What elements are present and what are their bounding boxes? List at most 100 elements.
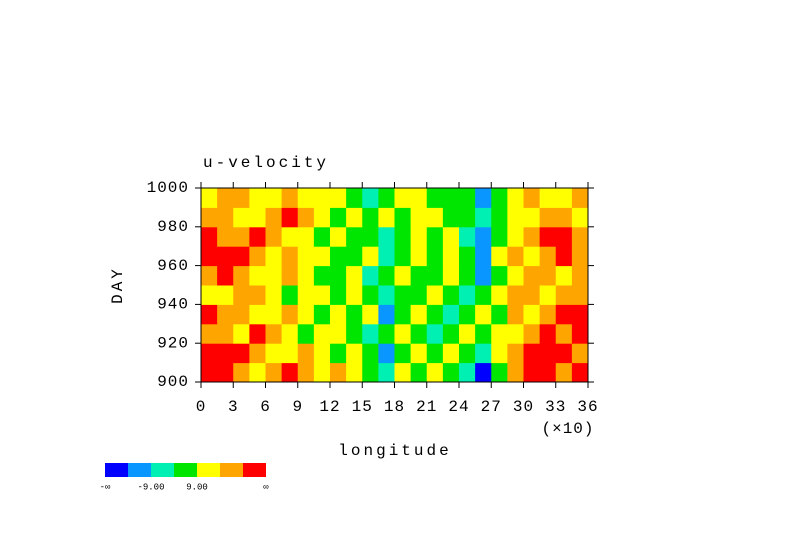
heatmap-cell (217, 285, 234, 305)
heatmap-cell (442, 226, 460, 247)
heatmap-cell (217, 362, 234, 383)
heatmap-cell (555, 285, 573, 305)
heatmap-cell (249, 246, 266, 267)
heatmap-cell (362, 343, 379, 364)
colorbar-label: -∞ (100, 482, 111, 492)
colorbar-label: -9.00 (137, 482, 164, 492)
y-axis-label: DAY (109, 266, 127, 304)
heatmap-cell (523, 304, 541, 325)
heatmap-cell (233, 343, 250, 364)
heatmap-cell (346, 362, 363, 383)
heatmap-cell (233, 207, 250, 228)
heatmap-cell (217, 188, 234, 208)
heatmap-cell (330, 226, 347, 247)
heatmap-cell (378, 226, 395, 247)
heatmap-cell (346, 207, 363, 228)
heatmap-cell (491, 285, 508, 305)
heatmap-cell (442, 207, 460, 228)
heatmap-cell (410, 188, 428, 208)
heatmap-cell (313, 362, 331, 383)
heatmap-cell (571, 304, 589, 325)
heatmap-cell (330, 246, 347, 267)
heatmap-cell (265, 207, 283, 228)
heatmap-cell (297, 207, 315, 228)
heatmap-cell (507, 226, 524, 247)
heatmap-cell (426, 207, 444, 228)
heatmap-cell (313, 265, 331, 286)
heatmap-cell (507, 285, 524, 305)
heatmap-cell (442, 323, 460, 344)
heatmap-cell (475, 362, 492, 383)
y-tick-label: 1000 (147, 179, 189, 197)
heatmap-cell (378, 362, 395, 383)
heatmap-cell (426, 343, 444, 364)
heatmap-cell (265, 226, 283, 247)
heatmap-cell (362, 285, 379, 305)
heatmap-cell (346, 323, 363, 344)
heatmap-cell (297, 265, 315, 286)
heatmap-cell (394, 246, 412, 267)
heatmap-cell (313, 343, 331, 364)
heatmap-cell (281, 343, 299, 364)
heatmap-cell (475, 188, 492, 208)
heatmap-cell (555, 343, 573, 364)
heatmap-cell (378, 285, 395, 305)
heatmap-cell (394, 304, 412, 325)
heatmap-cell (297, 188, 315, 208)
heatmap-cell (555, 226, 573, 247)
heatmap-cell (426, 226, 444, 247)
heatmap-cell (442, 285, 460, 305)
heatmap-cell (330, 285, 347, 305)
heatmap-cell (523, 207, 541, 228)
heatmap-cell (233, 323, 250, 344)
heatmap-cell (523, 323, 541, 344)
heatmap-cell (346, 188, 363, 208)
heatmap-cell (459, 207, 476, 228)
heatmap-cell (362, 188, 379, 208)
heatmap-cell (362, 323, 379, 344)
y-tick-label: 980 (157, 218, 189, 236)
heatmap-cell (378, 323, 395, 344)
heatmap-cell (507, 265, 524, 286)
heatmap-cell (249, 343, 266, 364)
heatmap-cell (571, 362, 589, 383)
heatmap-cell (217, 265, 234, 286)
heatmap-cell (491, 343, 508, 364)
heatmap-cell (281, 323, 299, 344)
heatmap-cell (555, 304, 573, 325)
heatmap-cell (217, 343, 234, 364)
heatmap-cell (571, 207, 589, 228)
heatmap-cell (491, 304, 508, 325)
heatmap-cell (346, 285, 363, 305)
heatmap-cell (410, 343, 428, 364)
heatmap-cell (346, 343, 363, 364)
colorbar-label: 9.00 (186, 482, 208, 492)
x-tick-label: 27 (481, 398, 502, 416)
x-tick-label: 21 (416, 398, 437, 416)
heatmap-cell (265, 188, 283, 208)
heatmap-cell (475, 207, 492, 228)
x-tick-label: 36 (577, 398, 598, 416)
heatmap-cell (491, 246, 508, 267)
heatmap-cell (410, 246, 428, 267)
heatmap-cell (442, 265, 460, 286)
heatmap-cell (313, 226, 331, 247)
heatmap-cell (507, 304, 524, 325)
heatmap-cell (475, 226, 492, 247)
heatmap-cell (362, 265, 379, 286)
heatmap-cell (281, 304, 299, 325)
heatmap-cell (378, 188, 395, 208)
heatmap-cell (378, 207, 395, 228)
y-tick-label: 900 (157, 373, 189, 391)
heatmap-cell (410, 362, 428, 383)
heatmap-cell (394, 265, 412, 286)
heatmap-cell (571, 285, 589, 305)
heatmap-cell (378, 304, 395, 325)
heatmap-cell (249, 207, 266, 228)
heatmap-cell (539, 226, 557, 247)
y-tick-label: 920 (157, 334, 189, 352)
heatmap-cell (233, 226, 250, 247)
heatmap-cell (571, 188, 589, 208)
heatmap-cell (313, 207, 331, 228)
